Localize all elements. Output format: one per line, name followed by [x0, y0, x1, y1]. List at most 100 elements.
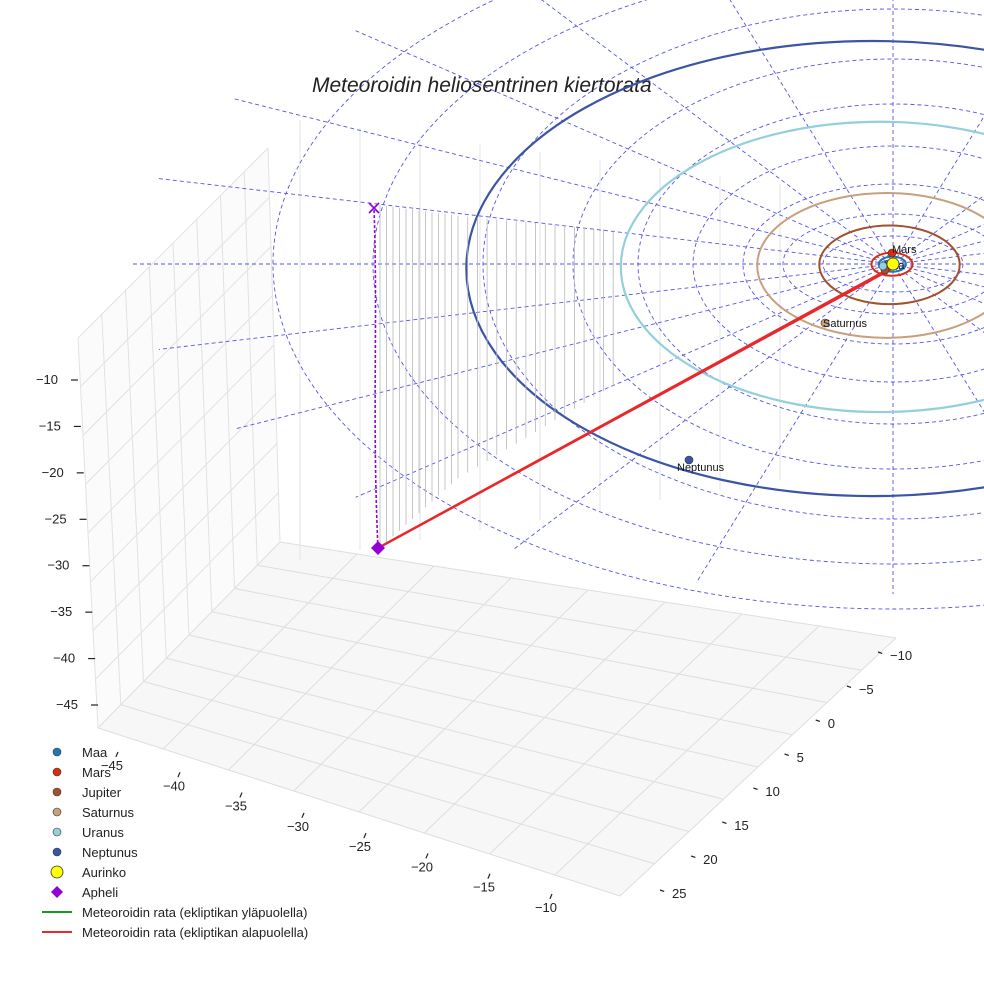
wall-grid-line — [267, 147, 281, 543]
aphelion-marker — [371, 541, 385, 555]
projection-lines — [379, 205, 614, 548]
x-axis-tick-label: −40 — [163, 778, 185, 793]
legend-item: Mars — [40, 762, 308, 782]
y-axis-tick-mark — [877, 651, 883, 654]
z-axis-tick-label: −15 — [39, 418, 61, 433]
ecliptic-spoke — [355, 223, 984, 498]
legend-label: Saturnus — [82, 804, 135, 820]
floor-grid-line — [423, 601, 666, 834]
z-axis-tick-label: −30 — [47, 558, 69, 573]
wall-grid-line — [172, 242, 190, 636]
legend-item: Neptunus — [40, 842, 308, 862]
x-axis-tick-mark — [487, 873, 491, 879]
legend-marker — [40, 902, 74, 922]
y-axis-tick-label: 5 — [797, 750, 804, 765]
ecliptic-ring — [742, 183, 984, 345]
ecliptic-spoke — [234, 240, 984, 430]
legend-marker — [40, 802, 74, 822]
x-axis-tick-label: −10 — [535, 900, 557, 915]
markers: MaaMarsSaturnusNeptunus — [368, 202, 917, 555]
y-axis-tick-label: 15 — [734, 818, 748, 833]
floor-grid-line — [489, 613, 743, 855]
floor-grid-line — [279, 541, 897, 639]
floor-grid-line — [188, 634, 759, 768]
y-axis-tick-label: 25 — [672, 886, 686, 901]
legend-label: Maa — [82, 744, 108, 760]
y-axis-tick-mark — [784, 753, 789, 756]
floor-grid-line — [211, 611, 793, 736]
y-axis-tick-mark — [753, 787, 758, 790]
ecliptic-spoke — [158, 178, 984, 276]
z-axis-tick-label: −45 — [56, 697, 78, 712]
wall-grid-line — [220, 195, 235, 589]
x-axis-tick-mark — [363, 832, 367, 839]
wall-grid-line — [82, 246, 272, 436]
wall-grid-line — [80, 196, 270, 388]
y-axis-tick-label: −5 — [859, 682, 874, 697]
legend-label: Neptunus — [82, 844, 138, 860]
planet-label-neptunus: Neptunus — [677, 462, 725, 474]
planet-marker-saturnus — [820, 318, 830, 328]
legend-item: Meteoroidin rata (ekliptikan alapuolella… — [40, 922, 308, 942]
y-axis-tick-label: 0 — [828, 716, 835, 731]
legend-label: Aurinko — [82, 864, 127, 880]
legend-item: Uranus — [40, 822, 308, 842]
orbit-saturnus — [756, 192, 984, 339]
wall-grid-line — [85, 295, 273, 485]
aphelion-projection-marker — [368, 202, 380, 214]
ecliptic-spoke — [541, 0, 984, 334]
wall-grid-line — [77, 147, 269, 339]
planet-label-mars: Mars — [892, 244, 917, 256]
y-axis-tick-mark — [722, 821, 727, 824]
legend-item: Meteoroidin rata (ekliptikan yläpuolella… — [40, 902, 308, 922]
planet-label-saturnus: Saturnus — [823, 318, 868, 330]
ecliptic-ring — [372, 0, 984, 565]
z-axis-tick-label: −10 — [36, 372, 58, 387]
legend-item: Saturnus — [40, 802, 308, 822]
legend-marker — [40, 842, 74, 862]
legend-item: Aurinko — [40, 862, 308, 882]
wall-grid-line — [243, 171, 258, 566]
axis-ticks: −45 −40 −35 −30 −25 −20 −15 −10 −10 −5 0 5 10 15 20 25 −… — [36, 372, 912, 915]
floor-pane — [98, 542, 896, 896]
ecliptic-ring — [482, 8, 984, 520]
legend-label: Mars — [82, 764, 111, 780]
orbit-neptunus — [465, 39, 984, 498]
legend-label: Apheli — [82, 884, 119, 900]
ecliptic-ring — [272, 0, 984, 610]
ecliptic-ring — [572, 58, 984, 470]
legend-item: Apheli — [40, 882, 308, 902]
x-axis-tick-label: −45 — [101, 758, 123, 773]
x-axis-tick-label: −30 — [287, 819, 309, 834]
orbit-jupiter — [818, 224, 961, 306]
ecliptic-spoke — [512, 194, 984, 551]
y-axis-tick-label: 10 — [765, 784, 779, 799]
legend-marker — [40, 822, 74, 842]
legend-item: Maa — [40, 742, 308, 762]
x-axis-tick-label: −15 — [473, 880, 495, 895]
sun-marker — [886, 257, 900, 271]
orbit-uranus — [619, 120, 984, 414]
legend-label: Uranus — [82, 824, 124, 840]
planet-marker-mars — [887, 248, 897, 258]
floor-grid-line — [619, 637, 897, 897]
z-axis-tick-label: −35 — [50, 604, 72, 619]
legend-label: Jupiter — [82, 784, 122, 800]
planet-orbits — [465, 39, 984, 498]
y-axis-tick-label: 20 — [703, 852, 717, 867]
legend-item: Jupiter — [40, 782, 308, 802]
x-axis-tick-mark — [177, 772, 181, 778]
floor-grid-line — [257, 564, 862, 671]
planet-marker-neptunus — [684, 455, 694, 465]
y-axis-tick-label: −10 — [890, 648, 912, 663]
y-axis-tick-mark — [659, 889, 665, 892]
z-axis-tick-label: −25 — [45, 511, 67, 526]
y-axis-tick-mark — [690, 855, 696, 858]
floor-grid-line — [554, 625, 820, 876]
legend-marker — [40, 922, 74, 942]
y-axis-tick-mark — [815, 719, 821, 722]
x-axis-tick-mark — [239, 792, 243, 798]
legend-label: Meteoroidin rata (ekliptikan alapuolella… — [82, 924, 309, 940]
wall-grid-line — [196, 219, 213, 612]
z-axis-tick-label: −20 — [42, 465, 64, 480]
